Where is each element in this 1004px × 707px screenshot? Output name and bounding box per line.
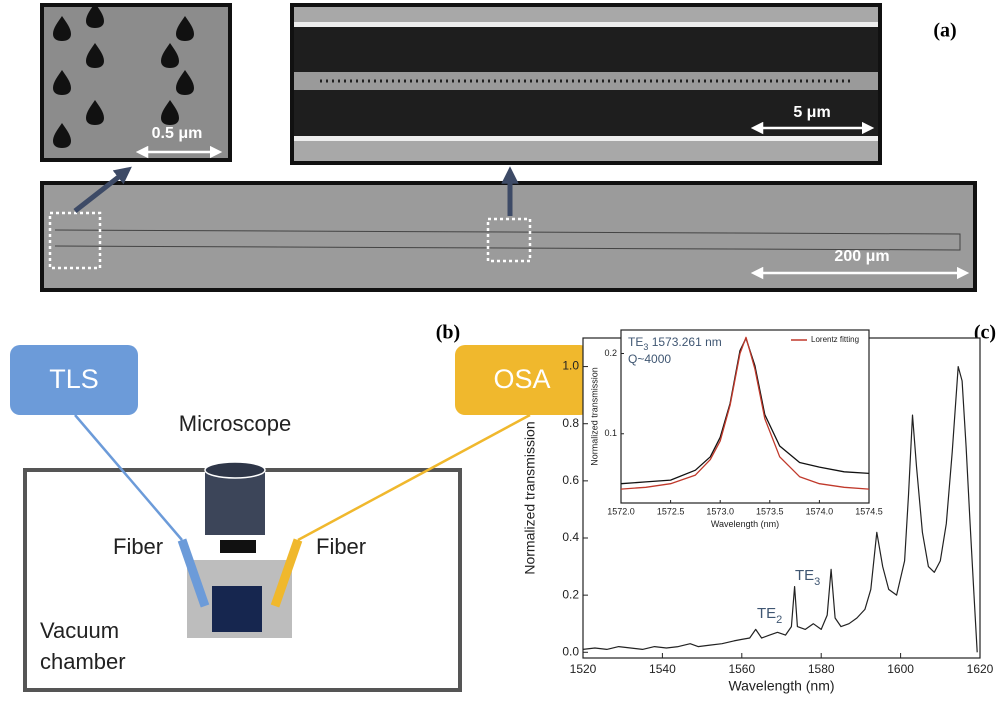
fiber (75, 415, 182, 540)
x-tick-label: 1520 (570, 662, 597, 676)
y-axis-label: Normalized transmission (522, 421, 538, 574)
annotation: Q~4000 (628, 352, 671, 366)
panel-b: (b) TLS OSA Microscope Fiber Fiber Vacuu… (10, 322, 590, 690)
scale-label: 0.5 μm (152, 125, 203, 142)
y-tick-label: 0.1 (604, 428, 617, 438)
band (294, 136, 878, 141)
y-axis-label: Normalized transmission (589, 367, 599, 466)
annotation-text: Q~4000 (628, 352, 671, 366)
microscope-label: Microscope (179, 411, 291, 436)
fiber (298, 415, 530, 540)
x-tick-label: 1572.5 (657, 506, 685, 516)
x-tick-label: 1560 (728, 662, 755, 676)
objective-top (205, 462, 265, 478)
panel-label: (a) (933, 20, 956, 42)
annotation-text: TE (757, 605, 776, 622)
x-axis-label: Wavelength (nm) (711, 519, 779, 529)
panel-a: 0.5 μm 5 μm 200 μm (a) (42, 3, 975, 290)
annotation-subscript: 2 (776, 614, 782, 626)
fiber-label: Fiber (316, 534, 366, 559)
y-tick-label: 0.6 (562, 473, 579, 487)
scale-label: 200 μm (834, 248, 889, 265)
objective (205, 470, 265, 535)
x-tick-label: 1620 (967, 662, 994, 676)
panel-c: 1520 1540 1560 1580 1600 1620 0.0 0.2 0.4 0.6 0.8 1… (522, 330, 994, 694)
annotation-subscript: 3 (814, 576, 820, 588)
chamber-label: chamber (40, 649, 126, 674)
chamber-label: Vacuum (40, 618, 119, 643)
x-tick-label: 1540 (649, 662, 676, 676)
x-axis-label: Wavelength (nm) (728, 678, 834, 694)
y-tick-label: 0.2 (562, 587, 579, 601)
y-tick-label: 0.0 (562, 644, 579, 658)
y-tick-label: 0.4 (562, 530, 579, 544)
y-tick-label: 1.0 (562, 359, 579, 373)
x-tick-label: 1574.5 (855, 506, 883, 516)
scale-label: 5 μm (793, 104, 830, 121)
x-tick-label: 1572.0 (607, 506, 635, 516)
annotation-text: TE (628, 335, 643, 349)
objective-lens (220, 540, 256, 553)
band (294, 7, 878, 22)
annotation-text: 1573.261 nm (648, 335, 721, 349)
legend-label: Lorentz fitting (811, 335, 859, 344)
x-tick-label: 1573.0 (706, 506, 734, 516)
osa-label: OSA (493, 364, 550, 394)
y-tick-label: 0.2 (604, 348, 617, 358)
sample (212, 586, 262, 632)
fiber-label: Fiber (113, 534, 163, 559)
tls-label: TLS (49, 364, 99, 394)
panel-label: (b) (436, 322, 460, 344)
band (294, 141, 878, 161)
x-tick-label: 1600 (887, 662, 914, 676)
figure: 0.5 μm 5 μm 200 μm (a) (b) TLS OSA Micro… (0, 0, 1004, 707)
x-tick-label: 1580 (808, 662, 835, 676)
y-tick-label: 0.8 (562, 416, 579, 430)
x-tick-label: 1573.5 (756, 506, 784, 516)
x-tick-label: 1574.0 (806, 506, 834, 516)
band (294, 22, 878, 27)
annotation-text: TE (795, 567, 814, 584)
